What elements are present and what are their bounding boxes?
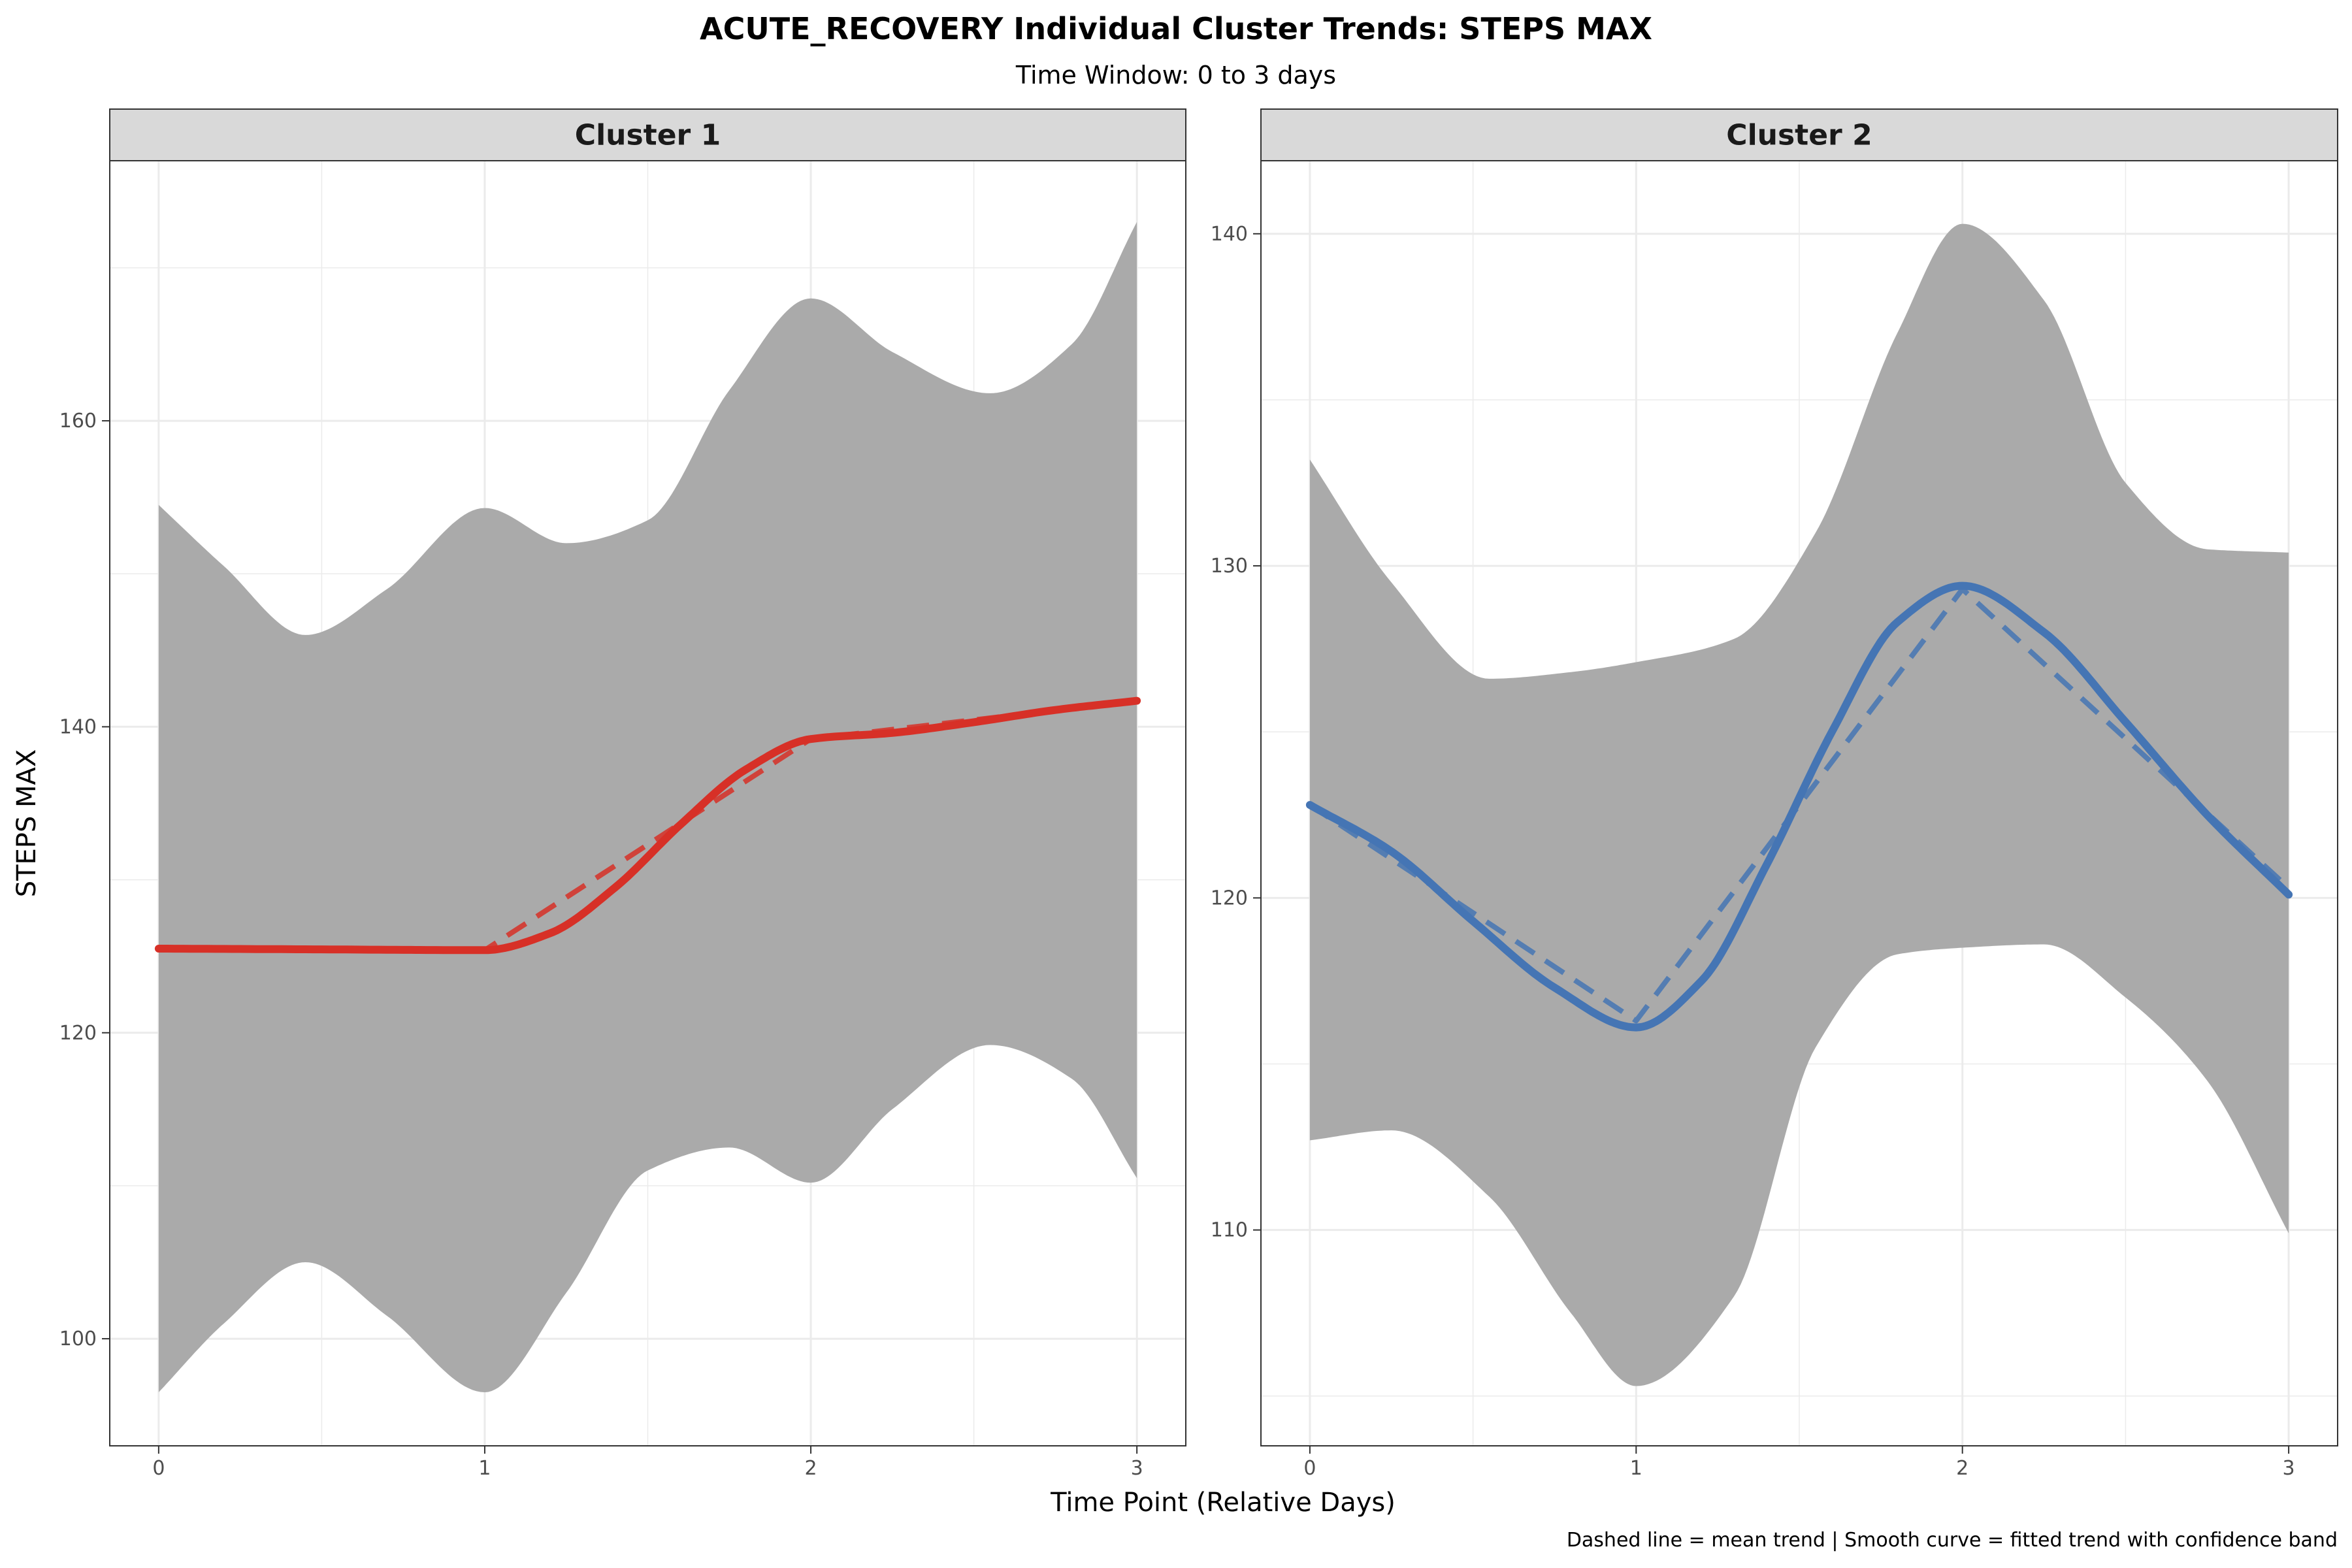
x-tick-label: 2 <box>1956 1457 1968 1480</box>
x-tick-label: 3 <box>1131 1457 1143 1480</box>
facet-strip <box>1260 108 2338 161</box>
y-tick-label: 110 <box>1211 1219 1248 1242</box>
y-tick-label: 120 <box>59 1022 97 1045</box>
y-tick-label: 140 <box>59 715 97 738</box>
confidence-band <box>158 221 1137 1393</box>
x-axis-title: Time Point (Relative Days) <box>1050 1488 1396 1518</box>
y-axis-title: STEPS MAX <box>12 749 42 898</box>
x-tick-label: 1 <box>1630 1457 1642 1480</box>
chart-caption: Dashed line = mean trend | Smooth curve … <box>1567 1529 2338 1552</box>
x-tick-label: 0 <box>1303 1457 1316 1480</box>
mean-trend-line <box>1308 586 2291 1024</box>
x-tick-label: 1 <box>478 1457 491 1480</box>
chart-title: ACUTE_RECOVERY Individual Cluster Trends… <box>700 11 1652 46</box>
facet-panel-cluster-2: Cluster 2 0 1 2 3 110 120 130 140 <box>1211 108 2338 1480</box>
facet-strip <box>109 108 1186 161</box>
x-tick-label: 2 <box>804 1457 817 1480</box>
fitted-trend-curve <box>154 696 1141 955</box>
y-tick-label: 120 <box>1211 887 1248 909</box>
fitted-trend-curve <box>1305 581 2293 1032</box>
chart-subtitle: Time Window: 0 to 3 days <box>1015 61 1336 90</box>
y-tick-label: 130 <box>1211 555 1248 578</box>
x-tick-label: 3 <box>2283 1457 2295 1480</box>
facet-panel-cluster-1: Cluster 1 0 1 2 3 100 120 140 160 <box>59 108 1186 1480</box>
y-tick-label: 100 <box>59 1328 97 1350</box>
y-tick-label: 160 <box>59 410 97 433</box>
facet-strip-label: Cluster 2 <box>1726 119 1872 152</box>
y-tick-label: 140 <box>1211 223 1248 246</box>
facet-strip-label: Cluster 1 <box>575 119 721 152</box>
x-tick-label: 0 <box>152 1457 165 1480</box>
